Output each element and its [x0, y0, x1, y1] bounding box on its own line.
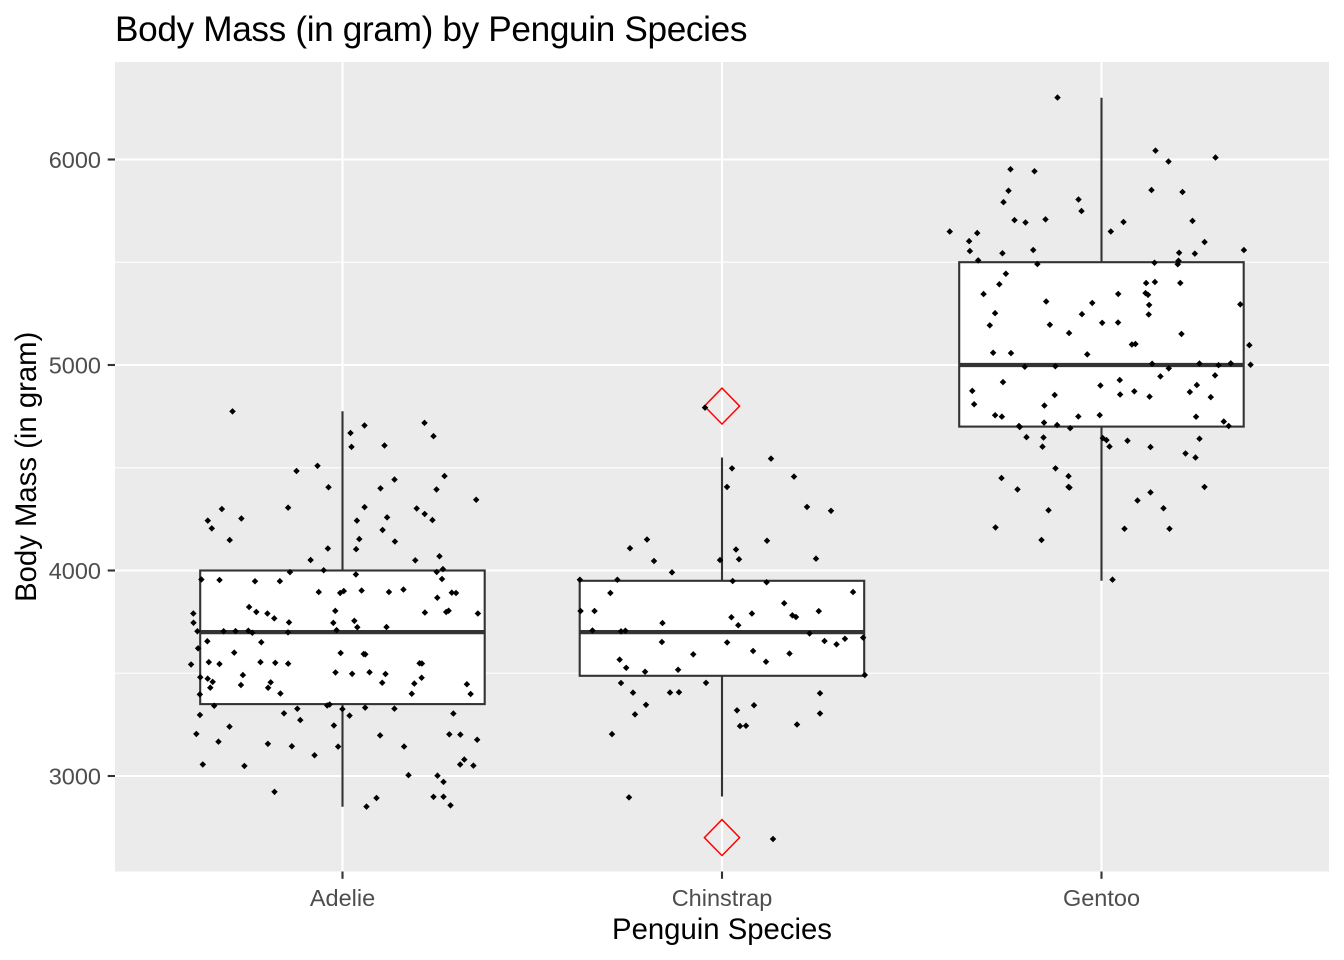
svg-text:Penguin Species: Penguin Species — [612, 913, 832, 946]
svg-text:3000: 3000 — [49, 763, 101, 789]
svg-text:5000: 5000 — [49, 352, 101, 378]
svg-text:Body Mass (in gram): Body Mass (in gram) — [10, 332, 43, 602]
svg-text:6000: 6000 — [49, 147, 101, 173]
svg-text:4000: 4000 — [49, 558, 101, 584]
svg-text:Body Mass (in gram) by Penguin: Body Mass (in gram) by Penguin Species — [115, 10, 747, 49]
svg-text:Gentoo: Gentoo — [1063, 885, 1140, 911]
svg-text:Chinstrap: Chinstrap — [672, 885, 773, 911]
svg-text:Adelie: Adelie — [310, 885, 375, 911]
